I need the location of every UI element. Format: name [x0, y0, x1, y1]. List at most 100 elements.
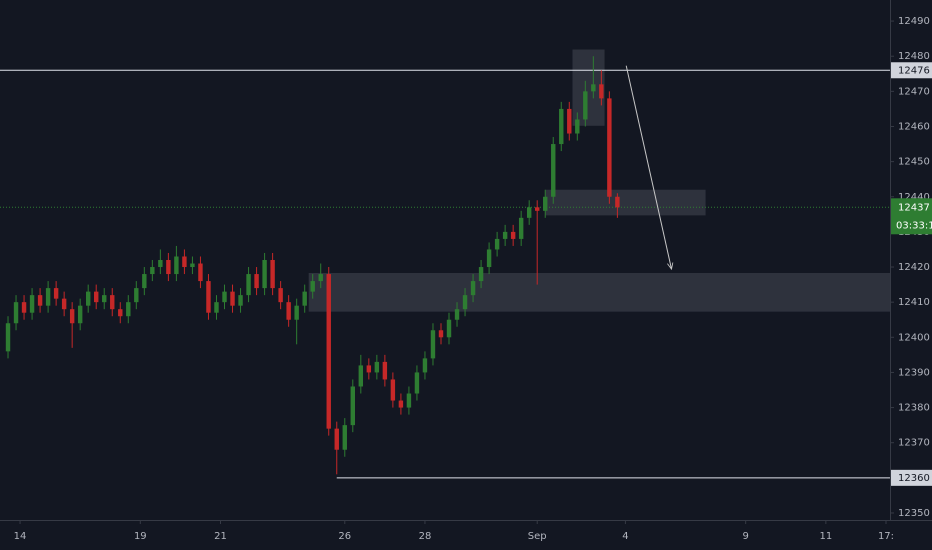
- candle-body: [238, 295, 243, 306]
- last-price-label: 12437: [898, 202, 930, 213]
- price-label: 12476: [898, 65, 930, 76]
- candle-body: [607, 98, 612, 197]
- y-tick-label: 12350: [898, 508, 930, 519]
- candle-body: [599, 84, 604, 99]
- candle-body: [302, 291, 307, 306]
- candle-body: [286, 302, 291, 320]
- x-tick-label: 19: [134, 531, 147, 542]
- candle-body: [77, 305, 83, 324]
- candle-body: [45, 288, 51, 306]
- candle-body: [246, 274, 251, 296]
- candle-body: [615, 196, 620, 208]
- candle-body: [61, 298, 67, 310]
- candle-body: [206, 281, 211, 313]
- candle-body: [102, 295, 107, 303]
- y-tick-label: 12470: [898, 86, 930, 97]
- y-tick-label: 12480: [898, 51, 930, 62]
- candle-body: [575, 119, 580, 134]
- candle-body: [358, 365, 364, 387]
- x-tick-label: 28: [419, 531, 432, 542]
- x-tick-label: 21: [214, 531, 227, 542]
- price-label-box: [891, 62, 932, 79]
- candle-body: [142, 274, 147, 289]
- candle-body: [262, 260, 267, 289]
- last-price-box: [891, 198, 932, 235]
- price-label-box: [891, 469, 932, 486]
- candle-body: [29, 295, 35, 313]
- candle-body: [294, 305, 299, 320]
- candle-body: [422, 358, 428, 373]
- candle-body: [518, 217, 524, 239]
- candle-body: [438, 330, 444, 338]
- y-tick-label: 12380: [898, 403, 930, 414]
- candle-body: [342, 425, 347, 450]
- candle-body: [158, 260, 163, 268]
- candle-body: [5, 323, 11, 352]
- candle-body: [118, 309, 123, 317]
- candle-body: [543, 196, 548, 211]
- candle-body: [310, 281, 315, 292]
- candle-body: [94, 291, 99, 303]
- candle-body: [454, 309, 460, 320]
- y-tick-label: 12420: [898, 262, 930, 273]
- candle-body: [510, 231, 516, 239]
- x-tick-label: 4: [622, 531, 628, 542]
- candle-body: [366, 365, 372, 373]
- candle-body: [430, 330, 436, 359]
- candle-body: [583, 91, 588, 120]
- y-tick-label: 12440: [898, 192, 930, 203]
- candle-body: [37, 295, 43, 306]
- candle-body: [182, 256, 187, 268]
- candle-body: [198, 263, 203, 282]
- x-tick-label: 26: [338, 531, 351, 542]
- candle-body: [446, 319, 452, 338]
- candle-body: [374, 361, 380, 373]
- candle-body: [53, 288, 59, 299]
- y-tick-label: 12450: [898, 157, 930, 168]
- candle-body: [326, 274, 331, 429]
- candle-body: [390, 379, 396, 401]
- zone: [308, 273, 890, 312]
- x-tick-label: 9: [742, 531, 748, 542]
- candle-body: [222, 291, 227, 303]
- arrow: [625, 65, 671, 269]
- candle-body: [591, 84, 596, 92]
- candle-body: [414, 372, 420, 394]
- price-label: 12360: [898, 473, 930, 484]
- candle-body: [334, 428, 339, 450]
- candle-body: [174, 256, 179, 275]
- y-tick-label: 12490: [898, 16, 930, 27]
- candle-body: [214, 302, 219, 313]
- y-tick-label: 12400: [898, 332, 930, 343]
- candle-body: [535, 207, 540, 211]
- candle-body: [270, 260, 275, 289]
- x-tick-label: 17:: [878, 531, 894, 542]
- candle-body: [470, 281, 476, 296]
- candle-body: [278, 288, 283, 303]
- candle-body: [13, 302, 19, 324]
- y-tick-label: 12370: [898, 438, 930, 449]
- candle-body: [526, 207, 532, 218]
- candle-body: [551, 144, 556, 197]
- countdown: 03:33:12: [896, 220, 932, 231]
- candle-body: [166, 260, 171, 275]
- candle-body: [126, 302, 131, 317]
- candle-body: [190, 263, 195, 268]
- y-tick-label: 12410: [898, 297, 930, 308]
- candle-body: [254, 274, 259, 289]
- candle-body: [559, 108, 564, 145]
- candle-body: [69, 309, 75, 324]
- candle-body: [406, 393, 412, 408]
- candle-body: [21, 302, 27, 313]
- candle-body: [85, 291, 91, 306]
- y-tick-label: 12460: [898, 121, 930, 132]
- candle-body: [398, 400, 404, 408]
- candle-body: [230, 291, 235, 306]
- candle-body: [462, 295, 468, 310]
- y-tick-label: 12390: [898, 367, 930, 378]
- candle-body: [502, 231, 508, 239]
- candle-body: [350, 386, 355, 426]
- x-tick-label: 11: [819, 531, 832, 542]
